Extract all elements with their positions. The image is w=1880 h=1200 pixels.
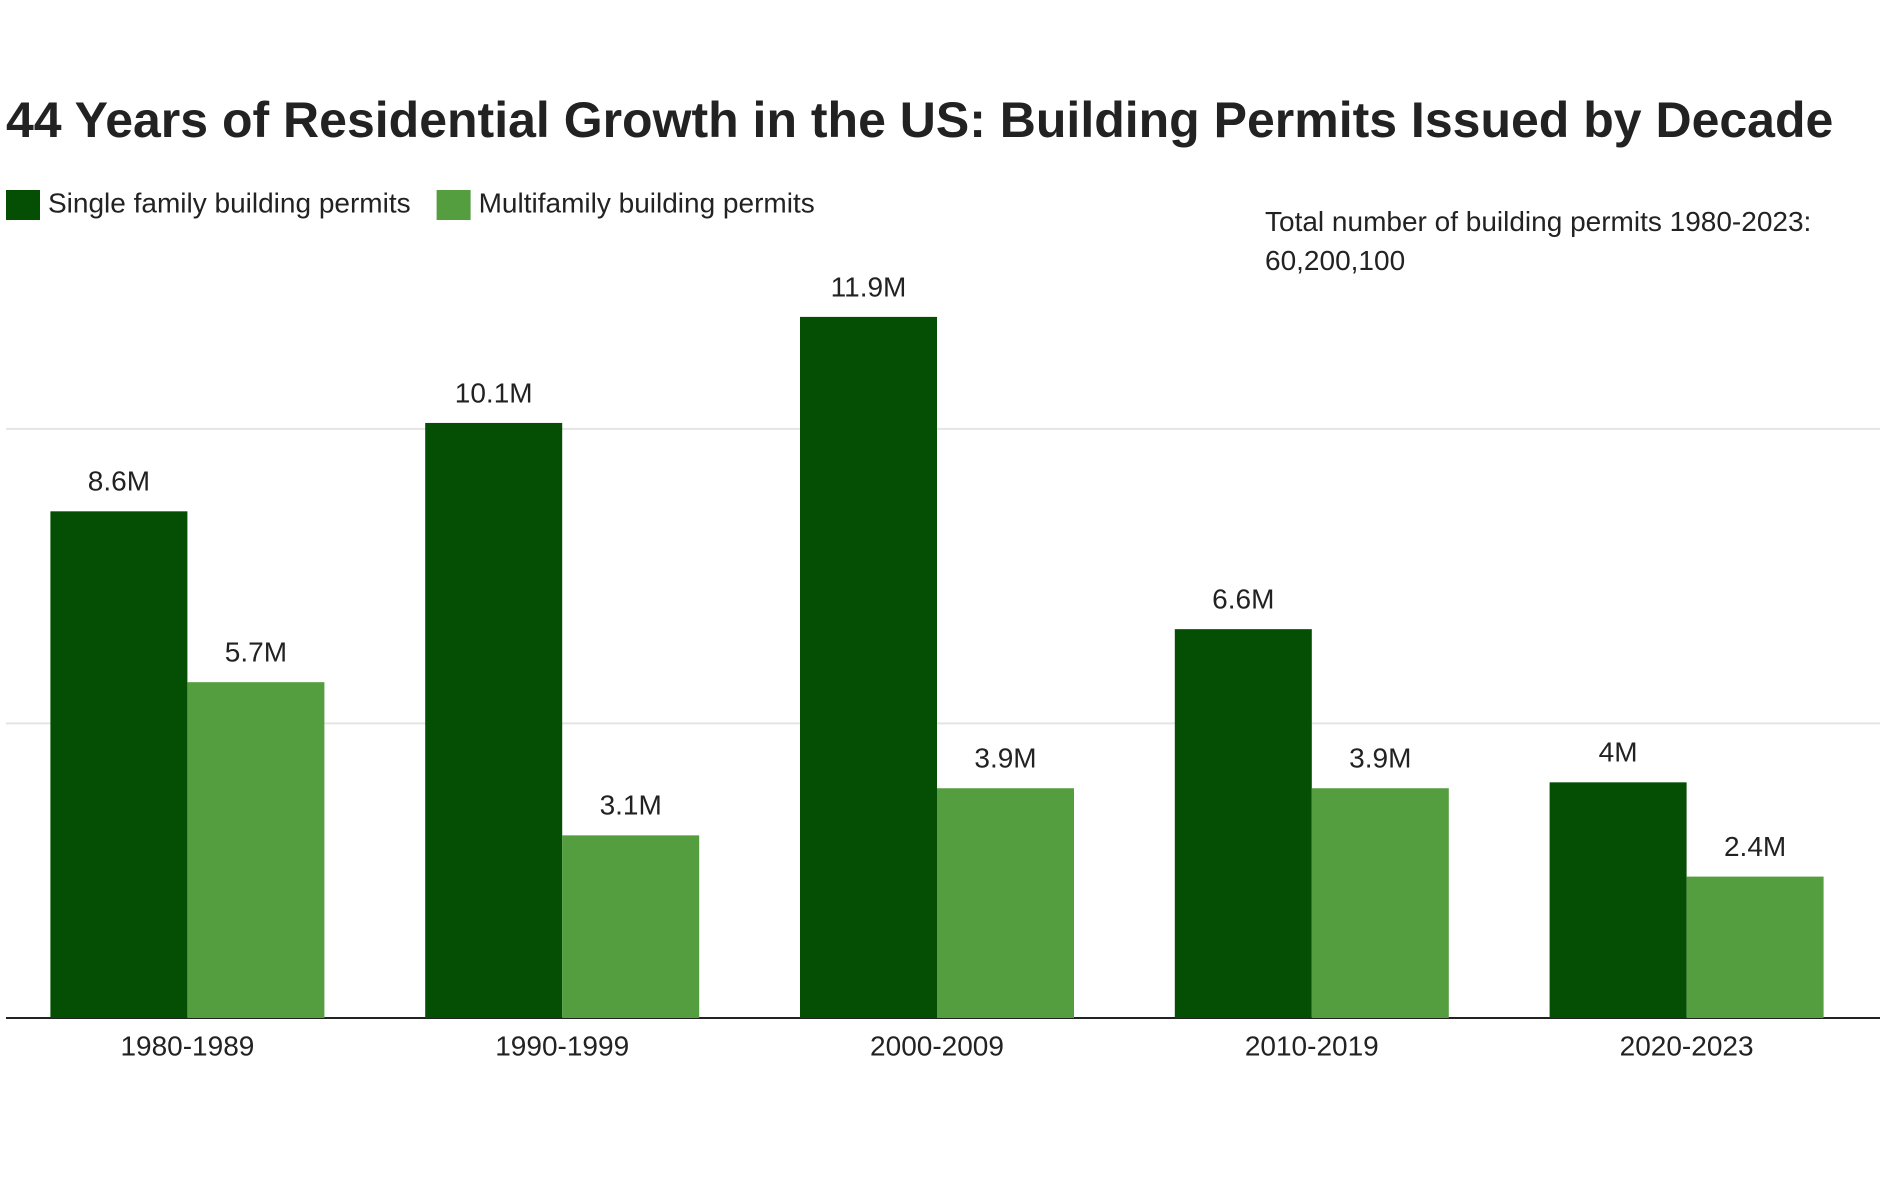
chart-title: 44 Years of Residential Growth in the US… xyxy=(6,92,1833,148)
bar xyxy=(562,835,700,1018)
bar xyxy=(937,788,1074,1018)
bar xyxy=(187,682,325,1018)
bar xyxy=(425,422,563,1019)
x-tick-label: 1980-1989 xyxy=(120,1030,254,1061)
legend-swatch xyxy=(6,190,40,220)
bar xyxy=(1549,782,1687,1018)
data-label: 3.9M xyxy=(974,743,1036,774)
legend-label: Multifamily building permits xyxy=(479,187,815,218)
data-label: 11.9M xyxy=(831,271,907,302)
bar xyxy=(800,316,937,1018)
bar xyxy=(1311,788,1449,1018)
data-label: 5.7M xyxy=(225,637,287,668)
x-tick-label: 2000-2009 xyxy=(870,1030,1004,1061)
data-label: 6.6M xyxy=(1212,584,1274,615)
x-tick-label: 2020-2023 xyxy=(1620,1030,1754,1061)
data-label: 3.1M xyxy=(600,790,662,821)
data-label: 2.4M xyxy=(1724,831,1786,862)
data-label: 3.9M xyxy=(1349,743,1411,774)
data-label: 10.1M xyxy=(455,377,533,408)
x-tick-label: 2010-2019 xyxy=(1245,1030,1379,1061)
bar xyxy=(1686,876,1824,1018)
bar xyxy=(50,511,188,1018)
data-label: 4M xyxy=(1599,737,1638,768)
bar xyxy=(1174,629,1312,1018)
legend-swatch xyxy=(436,190,471,220)
x-tick-label: 1990-1999 xyxy=(495,1030,629,1061)
annotation: Total number of building permits 1980-20… xyxy=(1265,206,1812,276)
data-label: 8.6M xyxy=(88,466,150,497)
legend-label: Single family building permits xyxy=(48,187,411,218)
